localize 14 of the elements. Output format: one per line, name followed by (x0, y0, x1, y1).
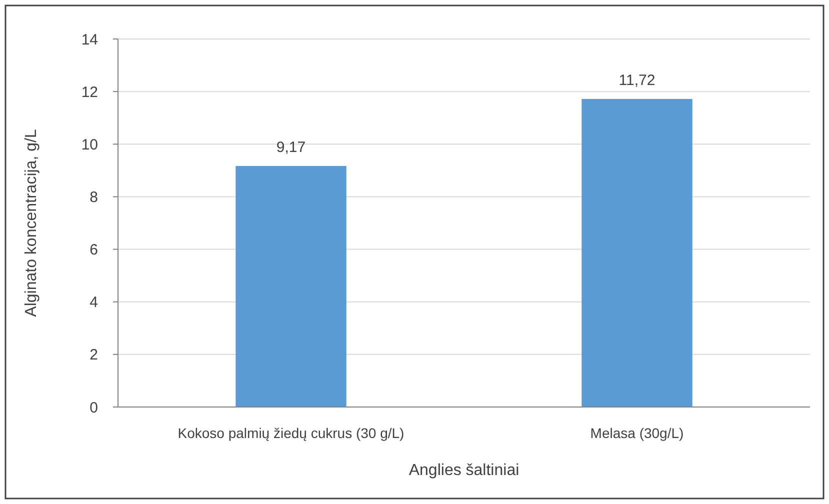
x-axis-title: Anglies šaltiniai (408, 462, 520, 479)
x-tick-label: Kokoso palmių žiedų cukrus (30 g/L) (178, 425, 404, 441)
y-tick-label: 4 (90, 294, 98, 312)
data-label: 9,17 (276, 138, 306, 156)
y-tick-label: 0 (90, 399, 98, 416)
y-tick-label: 2 (90, 346, 98, 364)
y-tick-label: 12 (81, 84, 98, 101)
y-tick-label: 14 (81, 31, 98, 48)
y-tick-label: 8 (90, 188, 98, 206)
data-label: 11,72 (618, 72, 656, 89)
y-axis-title: Alginato koncentracija, g/L (23, 129, 40, 317)
x-tick-label: Melasa (30g/L) (590, 425, 684, 441)
y-tick-label: 6 (90, 242, 98, 259)
y-tick-label: 10 (81, 136, 98, 154)
